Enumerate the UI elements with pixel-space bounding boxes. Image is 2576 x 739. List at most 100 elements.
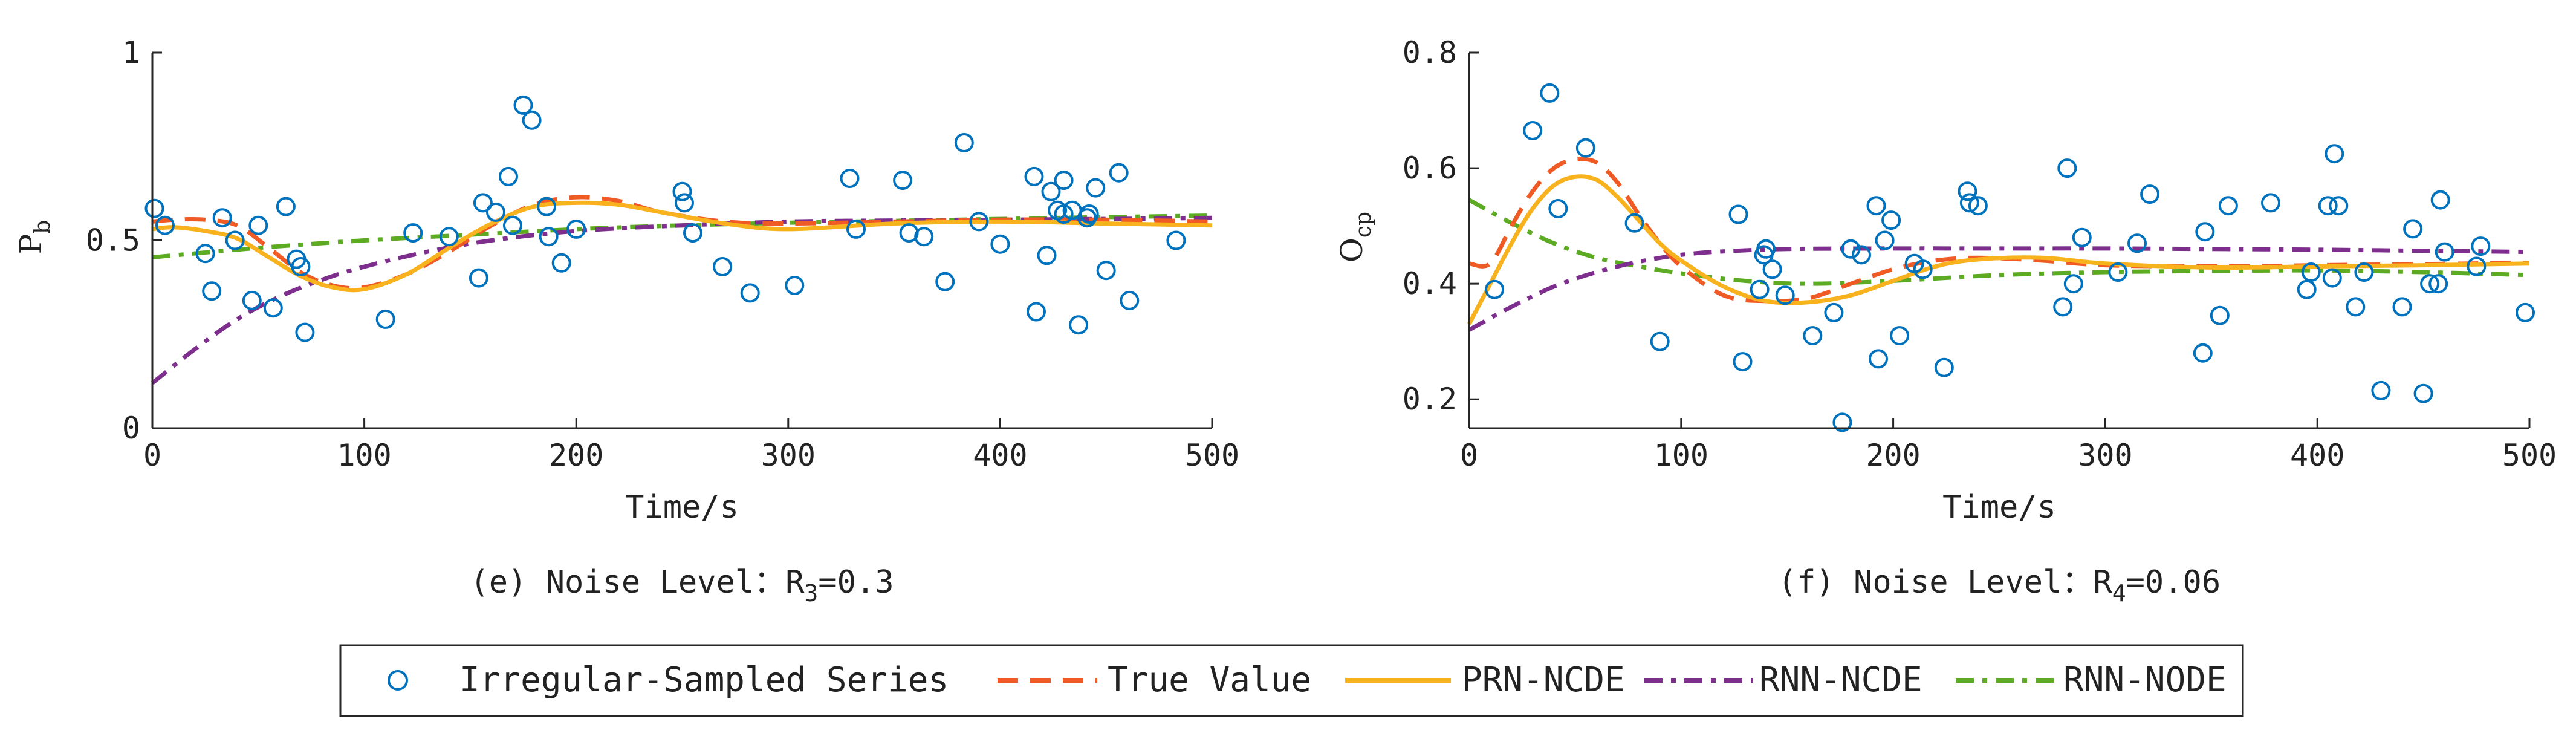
data-point-e <box>155 215 175 235</box>
y-tick-label-e: 0 <box>122 411 140 446</box>
data-point-e <box>1109 163 1129 183</box>
data-point-e <box>291 257 311 276</box>
data-point-f <box>1958 181 1977 201</box>
data-point-f <box>1875 230 1895 250</box>
x-tick-label-f: 200 <box>1866 438 1920 473</box>
data-point-f <box>1866 196 1886 216</box>
data-point-f <box>2467 256 2487 276</box>
data-point-f <box>1959 193 1979 213</box>
data-point-f <box>2297 279 2317 299</box>
data-point-e <box>486 202 505 222</box>
data-point-e <box>375 309 395 329</box>
data-point-f <box>2371 380 2391 400</box>
legend-label-samples: Irregular-Sampled Series <box>459 660 949 700</box>
x-tick-label-f: 300 <box>2078 438 2132 473</box>
data-point-e <box>1037 246 1057 265</box>
data-point-e <box>1166 230 1186 250</box>
x-tick-label-f: 500 <box>2502 438 2557 473</box>
data-point-e <box>522 110 542 130</box>
data-point-e <box>499 166 518 186</box>
x-tick-label-e: 200 <box>549 438 603 473</box>
data-point-f <box>2072 227 2092 247</box>
data-point-f <box>1890 326 1910 346</box>
data-point-e <box>513 95 533 115</box>
x-axis-label-e: Time/s <box>625 489 739 526</box>
data-point-f <box>1540 83 1560 103</box>
data-point-f <box>1803 326 1823 346</box>
legend-label-true-value: True Value <box>1108 660 1311 700</box>
data-point-e <box>439 227 459 247</box>
data-point-e <box>202 281 222 301</box>
series-line-true-value-e <box>152 195 1213 291</box>
data-point-e <box>846 219 866 239</box>
x-tick-label-f: 0 <box>1460 438 1478 473</box>
data-point-e <box>263 298 283 318</box>
data-point-e <box>551 253 571 273</box>
data-point-e <box>969 212 989 232</box>
data-point-f <box>2218 196 2238 216</box>
data-point-e <box>1086 178 1106 198</box>
series-line-prn-ncde-e <box>152 200 1213 293</box>
y-tick-label-f: 0.8 <box>1403 35 1457 70</box>
data-point-f <box>2261 193 2280 213</box>
data-point-e <box>1054 171 1074 190</box>
data-point-e <box>403 223 423 243</box>
data-point-f <box>2195 222 2215 242</box>
caption-e: (e) Noise Level：R3=0.3 <box>470 564 894 607</box>
legend-label-rnn-node: RNN-NODE <box>2063 660 2227 700</box>
data-point-e <box>672 181 692 201</box>
data-point-f <box>2420 274 2440 294</box>
data-point-e <box>740 283 760 303</box>
y-tick-label-e: 1 <box>122 35 140 70</box>
data-point-f <box>2318 196 2338 216</box>
data-point-f <box>1762 259 1782 279</box>
data-point-e <box>840 169 860 188</box>
data-point-e <box>1079 204 1099 224</box>
data-point-e <box>566 219 586 239</box>
x-tick-label-e: 400 <box>973 438 1027 473</box>
data-point-f <box>2325 144 2344 164</box>
data-point-f <box>2329 196 2349 216</box>
data-point-e <box>954 133 974 152</box>
data-point-f <box>2301 262 2321 282</box>
data-point-f <box>2516 302 2535 322</box>
data-point-f <box>1832 412 1852 432</box>
data-point-f <box>2108 262 2128 282</box>
data-point-f <box>1913 259 1933 279</box>
x-tick-label-f: 100 <box>1654 438 1708 473</box>
data-point-f <box>1881 210 1901 230</box>
data-point-e <box>1096 261 1116 281</box>
data-point-e <box>1069 315 1089 335</box>
data-point-e <box>469 268 488 288</box>
data-point-e <box>1041 181 1061 201</box>
data-point-e <box>1054 204 1074 224</box>
data-point-e <box>195 244 215 264</box>
series-line-rnn-ncde-f <box>1468 246 2530 332</box>
legend-box <box>339 644 2244 717</box>
data-point-f <box>2127 233 2147 253</box>
data-point-f <box>1934 357 1954 377</box>
panel-e: 0 100 200 300 400 500 0 0.5 1 Pb Time/s (e) Nois… <box>13 35 1239 607</box>
legend-marker-samples <box>388 670 408 691</box>
data-point-e <box>225 230 245 250</box>
caption-f: (f) Noise Level：R4=0.06 <box>1778 564 2221 607</box>
data-point-e <box>713 257 733 276</box>
legend-label-rnn-ncde: RNN-NCDE <box>1759 660 1922 700</box>
data-point-f <box>2428 274 2448 294</box>
legend: Irregular-Sampled Series True Value PRN-… <box>339 644 2244 717</box>
data-point-f <box>2413 383 2433 403</box>
data-point-e <box>990 234 1010 254</box>
data-point-f <box>2193 343 2213 363</box>
data-point-f <box>2435 242 2454 262</box>
x-tick-label-e: 100 <box>337 438 391 473</box>
data-point-e <box>242 290 262 310</box>
series-line-prn-ncde-f <box>1467 174 2530 325</box>
data-point-f <box>1733 352 1753 372</box>
data-point-f <box>1841 239 1861 259</box>
data-point-e <box>935 272 955 291</box>
data-point-f <box>1750 279 1770 299</box>
data-point-f <box>1728 204 1748 224</box>
data-point-e <box>248 215 268 235</box>
data-point-e <box>675 193 694 213</box>
